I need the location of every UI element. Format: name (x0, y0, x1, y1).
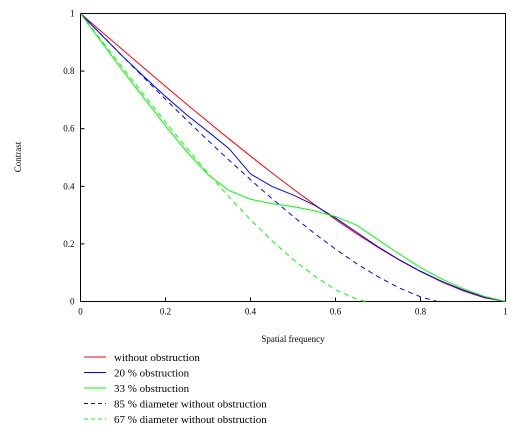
y-tick-label: 0.6 (63, 124, 75, 134)
x-tick-label: 0.2 (160, 307, 171, 317)
legend-label-4: 85 % diameter without obstruction (114, 399, 267, 411)
series-line-1 (80, 13, 506, 302)
x-axis-title: Spatial frequency (261, 334, 325, 344)
legend: without obstruction 20 % obstruction 33 % … (84, 352, 267, 425)
legend-label-5: 67 % diameter without obstruction (114, 414, 267, 425)
y-axis-ticks: 0 0.2 0.4 0.6 0.8 1 (63, 9, 85, 307)
y-tick-label: 1 (70, 9, 75, 19)
y-axis-title: Contrast (13, 141, 23, 172)
legend-label-1: without obstruction (114, 352, 200, 364)
x-tick-label: 0.4 (245, 307, 257, 317)
series-line-5 (80, 13, 366, 302)
y-tick-label: 0.2 (63, 239, 74, 249)
legend-label-3: 33 % obstruction (114, 383, 190, 395)
x-tick-label: 0.8 (415, 307, 427, 317)
series-line-2 (80, 13, 506, 302)
series-lines (80, 13, 506, 302)
series-line-4 (80, 13, 438, 302)
y-tick-label: 0 (70, 297, 75, 307)
x-tick-label: 0 (78, 307, 83, 317)
x-tick-label: 0.6 (330, 307, 342, 317)
y-tick-label: 0.4 (63, 181, 75, 191)
y-tick-label: 0.8 (63, 66, 75, 76)
plot-area-frame (80, 13, 506, 302)
series-line-3 (80, 13, 506, 302)
legend-label-2: 20 % obstruction (114, 368, 190, 380)
x-tick-label: 1 (503, 307, 508, 317)
x-axis-ticks: 0 0.2 0.4 0.6 0.8 1 (78, 297, 508, 317)
